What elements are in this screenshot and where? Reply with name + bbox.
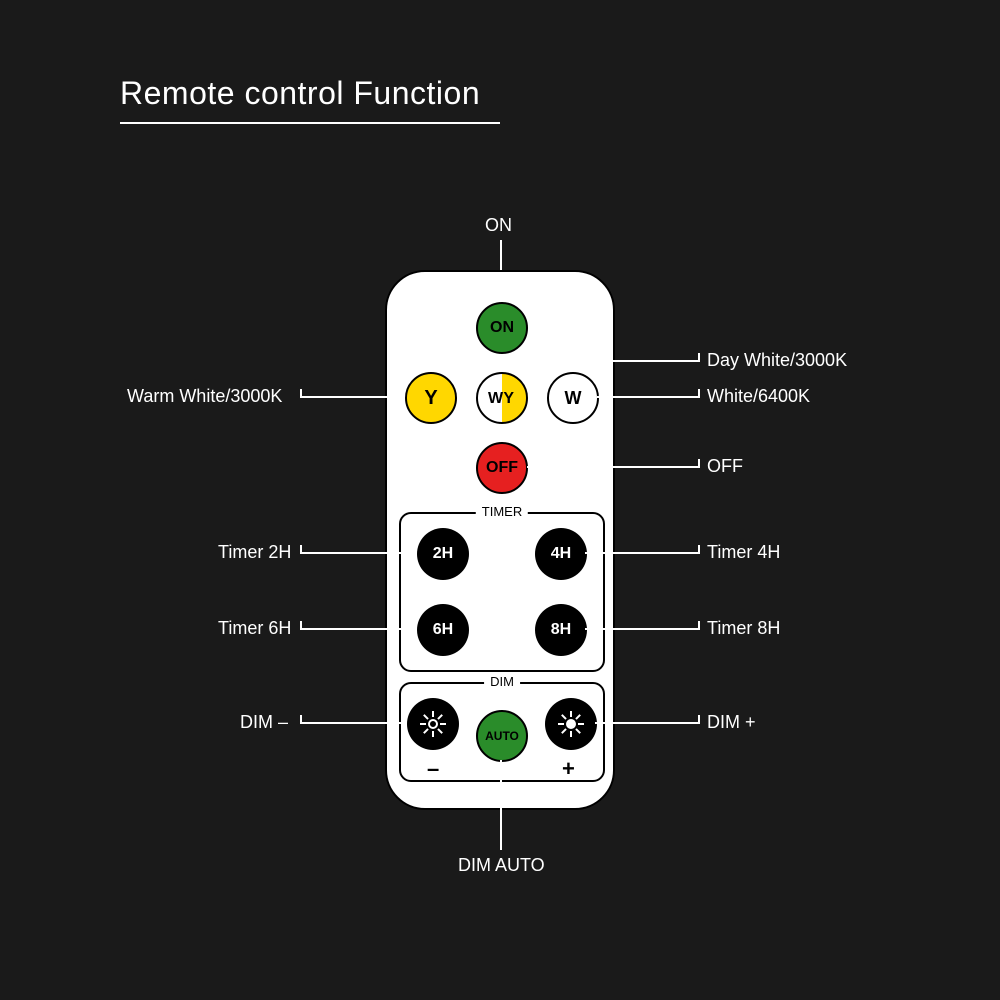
tick-dim-minus [300,715,302,723]
tick-dim-plus [698,715,700,723]
callout-on: ON [485,215,512,236]
dim-minus-button[interactable] [407,698,459,750]
wy-y-label: Y [503,390,514,408]
warm-white-button[interactable]: Y [405,372,457,424]
callout-off: OFF [707,456,743,477]
callout-timer-2h: Timer 2H [218,542,291,563]
leader-t6h [300,628,415,630]
minus-sign: – [427,756,439,782]
leader-day-white-h [525,360,700,362]
tick-t2h [300,545,302,553]
remote-body: ON Y W Y W OFF TIMER 2H 4H 6H 8H DIM AUT… [385,270,615,810]
leader-day-white-v [525,360,527,372]
leader-t4h [585,552,700,554]
dim-high-icon [561,714,581,734]
leader-dim-minus [300,722,405,724]
timer-6h-button[interactable]: 6H [417,604,469,656]
dim-panel-label: DIM [484,674,520,689]
day-white-button[interactable]: W Y [476,372,528,424]
title-underline [120,122,500,124]
page-title: Remote control Function [120,75,480,112]
timer-2h-button[interactable]: 2H [417,528,469,580]
dim-plus-button[interactable] [545,698,597,750]
callout-dim-auto: DIM AUTO [458,855,545,876]
plus-sign: + [562,756,575,782]
callout-warm-white: Warm White/3000K [127,386,282,407]
tick-t4h [698,545,700,553]
leader-dim-plus [595,722,700,724]
leader-t2h [300,552,415,554]
callout-white: White/6400K [707,386,810,407]
white-button[interactable]: W [547,372,599,424]
callout-timer-8h: Timer 8H [707,618,780,639]
callout-timer-4h: Timer 4H [707,542,780,563]
leader-warm-white [300,396,403,398]
leader-dim-auto [500,760,502,850]
timer-4h-button[interactable]: 4H [535,528,587,580]
timer-8h-button[interactable]: 8H [535,604,587,656]
callout-dim-minus: DIM – [240,712,288,733]
tick-day-white [698,353,700,361]
tick-off [698,459,700,467]
dim-low-icon [423,714,443,734]
tick-t8h [698,621,700,629]
tick-white [698,389,700,397]
timer-panel-label: TIMER [476,504,528,519]
on-button[interactable]: ON [476,302,528,354]
leader-t8h [585,628,700,630]
leader-white [597,396,700,398]
leader-on [500,240,502,270]
tick-t6h [300,621,302,629]
tick-warm-white [300,389,302,397]
off-button[interactable]: OFF [476,442,528,494]
leader-off [527,466,700,468]
callout-dim-plus: DIM + [707,712,756,733]
callout-day-white: Day White/3000K [707,350,847,371]
wy-w-label: W [488,390,503,408]
dim-auto-button[interactable]: AUTO [476,710,528,762]
callout-timer-6h: Timer 6H [218,618,291,639]
